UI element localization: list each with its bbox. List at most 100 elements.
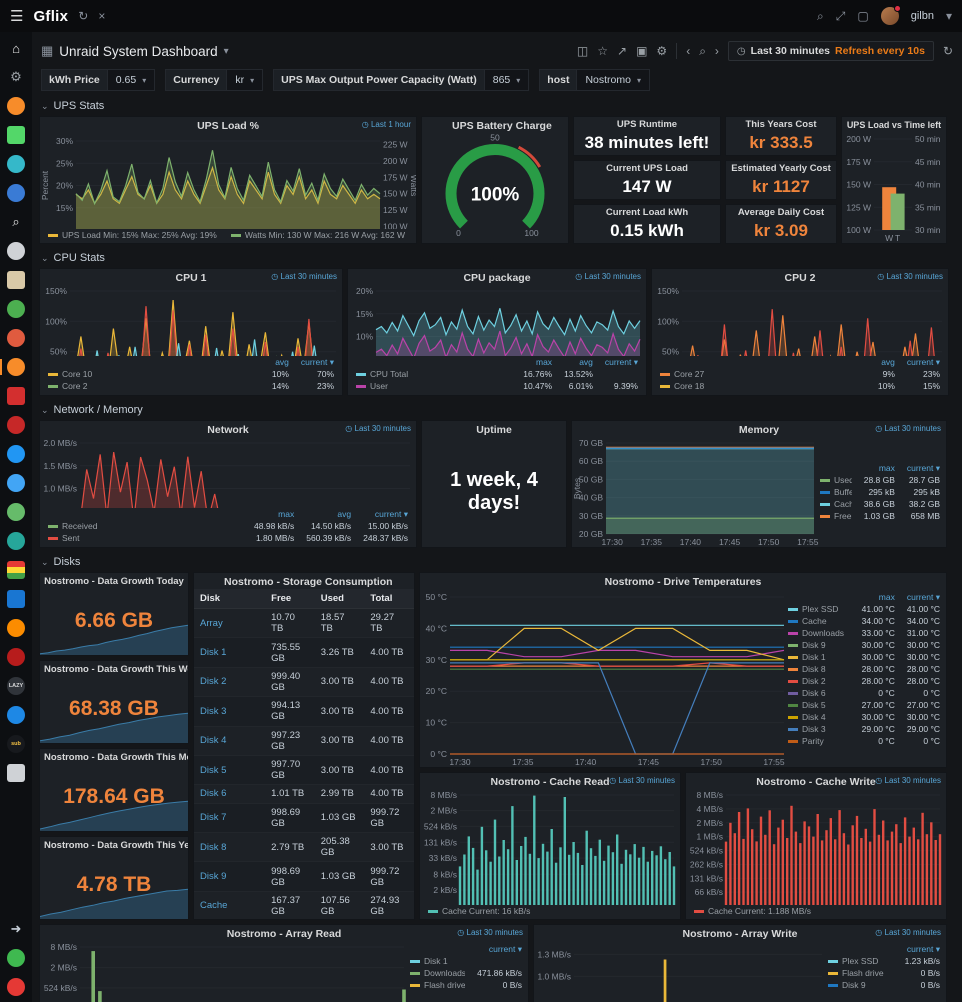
storage-disk-link[interactable]: Disk 2 [194, 667, 266, 698]
legend-item[interactable]: Plex SSD [828, 955, 893, 967]
legend-item[interactable]: Downloads [410, 967, 465, 979]
settings-gear-icon[interactable]: ⚙ [656, 44, 668, 58]
panel-title[interactable]: Nostromo - Data Growth This Month [44, 752, 188, 763]
dashboard-grid-icon[interactable]: ▦ [41, 43, 54, 58]
legend-item[interactable]: Parity [788, 735, 850, 747]
star-icon[interactable]: ☆ [597, 44, 609, 58]
cache-write-chart[interactable]: 66 kB/s 131 kB/s 262 kB/s 524 kB/s 1 MB/s 2 M… [689, 790, 945, 919]
legend-item[interactable]: Core 27 [660, 368, 866, 380]
panel-title[interactable]: Nostromo - Storage Consumption [224, 576, 393, 588]
panel-title[interactable]: Nostromo - Data Growth Today [44, 576, 184, 587]
variable-value-dropdown[interactable]: Nostromo ▾ [576, 69, 650, 91]
legend-item[interactable]: User [356, 380, 511, 392]
network-chart[interactable]: 0 B/s 500 kB/s 1.0 MB/s 1.5 MB/s 2.0 MB/s 17:… [43, 438, 411, 547]
storage-disk-link[interactable]: Disk 3 [194, 696, 266, 727]
cpu2-chart[interactable]: 50% 100% 150% 17:30 17:35 17:40 17:45 17:50 17:5… [657, 286, 945, 395]
legend-column-header[interactable]: avg [881, 357, 895, 367]
sidebar-item-app-lazy[interactable]: LAZY [7, 677, 25, 695]
storage-disk-link[interactable]: Disk 5 [194, 755, 266, 786]
legend-item[interactable]: Core 18 [660, 380, 866, 392]
dashboard-caret-icon[interactable]: ▾ [223, 45, 229, 57]
panel-title[interactable]: Average Daily Cost [737, 207, 825, 218]
panel-title[interactable]: Nostromo - Cache Write [756, 776, 876, 788]
storage-disk-link[interactable]: Array [194, 608, 266, 639]
time-range-picker[interactable]: ◷ Last 30 minutes Refresh every 10s [727, 41, 934, 61]
legend-item[interactable]: Received [48, 520, 242, 532]
storage-disk-link[interactable]: Cache [194, 891, 266, 919]
refresh-dashboard-icon[interactable]: ↻ [942, 44, 953, 58]
panel-title[interactable]: CPU package [463, 272, 531, 284]
variable-ups-max-output[interactable]: UPS Max Output Power Capacity (Watt) 865… [273, 69, 530, 91]
panel-title[interactable]: Estimated Yearly Cost [731, 163, 831, 174]
panel-title[interactable]: CPU 1 [175, 272, 207, 284]
legend-item[interactable]: Cache Current: 16 kB/s [428, 906, 530, 916]
legend-column-header[interactable]: avg [275, 357, 289, 367]
legend-item[interactable]: Disk 1 [410, 955, 465, 967]
legend-item[interactable]: Disk 9 [828, 979, 893, 991]
storage-column-header[interactable]: Used [314, 589, 365, 609]
legend-item[interactable]: Core 2 [48, 380, 260, 392]
fullscreen-icon[interactable]: ⤢ [835, 8, 846, 23]
row-header-network-memory[interactable]: ⌄ Network / Memory [39, 400, 955, 420]
sidebar-item-app-green-icon[interactable] [7, 300, 25, 318]
legend-item[interactable]: Disk 1 [788, 651, 850, 663]
sidebar-item-app-beige-icon[interactable] [7, 271, 25, 289]
ups-load-vs-time-chart[interactable]: 100 W 125 W 150 W 175 W 200 W 30 min 35 min 40 … [842, 131, 946, 243]
legend-item[interactable]: UPS Load Min: 15% Max: 25% Avg: 19% [48, 230, 217, 240]
sidebar-item-app-red-orange-icon[interactable] [7, 329, 25, 347]
legend-item[interactable]: Disk 3 [788, 723, 850, 735]
add-panel-icon[interactable]: ◫ [576, 44, 589, 58]
sidebar-item-settings[interactable]: ⚙ [10, 69, 22, 84]
legend-item[interactable]: Watts Min: 130 W Max: 216 W Avg: 162 W [230, 230, 405, 240]
sidebar-item-app-orange-flame-icon[interactable] [7, 619, 25, 637]
panel-title[interactable]: Nostromo - Data Growth This Week [44, 664, 188, 675]
share-icon[interactable]: ↗ [617, 44, 628, 58]
storage-disk-link[interactable]: Disk 9 [194, 861, 266, 892]
legend-item[interactable]: Downloads [788, 627, 850, 639]
sidebar-item-app-dark-red-icon[interactable] [7, 416, 25, 434]
cpu-package-chart[interactable]: 5% 10% 15% 20% 17:30 17:35 17:40 17:45 17:50 17:5… [355, 286, 643, 395]
sidebar-item-app-light-blue-icon[interactable] [7, 445, 25, 463]
sidebar-item-app-maroon-icon[interactable] [7, 648, 25, 666]
sidebar-item-search[interactable]: ⌕ [12, 214, 20, 229]
legend-item[interactable]: Sent [48, 532, 242, 544]
storage-table-header-row[interactable]: Disk Free Used Total [194, 589, 414, 609]
user-caret-icon[interactable]: ▾ [945, 9, 952, 23]
legend-item[interactable]: CPU Total [356, 368, 511, 380]
sidebar-item-app-stripes-icon[interactable] [7, 561, 25, 579]
panel-title[interactable]: Current Load kWh [605, 207, 689, 218]
sidebar-item-home[interactable]: ⌂ [12, 40, 20, 56]
panel-title[interactable]: UPS Load % [197, 120, 259, 132]
panel-title[interactable]: UPS Battery Charge [452, 120, 552, 132]
legend-column-header[interactable]: current ▾ [906, 592, 940, 602]
sidebar-item-app-petrol-icon[interactable] [7, 532, 25, 550]
legend-column-header[interactable]: max [878, 592, 895, 602]
time-forward-icon[interactable]: › [714, 44, 719, 58]
legend-item[interactable]: Disk 5 [788, 699, 850, 711]
legend-item[interactable]: Disk 6 [788, 687, 850, 699]
variable-host[interactable]: host Nostromo ▾ [539, 69, 650, 91]
legend-item[interactable]: Flash drive [410, 979, 465, 991]
sidebar-item-app-blue-icon[interactable] [7, 184, 25, 202]
playlist-refresh-icon[interactable]: ↻ [78, 9, 89, 23]
legend-column-header[interactable]: current ▾ [488, 944, 522, 954]
legend-column-header[interactable]: current ▾ [906, 357, 940, 367]
zoom-out-icon[interactable]: ⌕ [699, 43, 706, 58]
storage-disk-link[interactable]: Disk 8 [194, 832, 266, 863]
legend-item[interactable]: Flash drive [828, 967, 893, 979]
variable-value-dropdown[interactable]: 0.65 ▾ [106, 69, 156, 91]
ups-load-chart[interactable]: 15% 20% 25% 30% 100 W 125 W 150 W 175 W 200 W 225… [40, 133, 416, 229]
sidebar-item-app-blue-drop-2-icon[interactable] [7, 706, 25, 724]
legend-item[interactable]: Disk 2 [788, 675, 850, 687]
legend-item[interactable]: Free [820, 510, 852, 522]
time-back-icon[interactable]: ‹ [686, 44, 691, 58]
storage-column-header[interactable]: Total [364, 589, 414, 609]
drive-temperatures-chart[interactable]: 0 °C 10 °C 20 °C 30 °C 40 °C 50 °C 17:30 17:35 1… [420, 589, 788, 767]
panel-title[interactable]: Nostromo - Cache Read [490, 776, 610, 788]
legend-column-header[interactable]: current ▾ [604, 357, 638, 367]
panel-title[interactable]: Nostromo - Array Write [682, 928, 798, 940]
row-header-cpu-stats[interactable]: ⌄ CPU Stats [39, 248, 955, 268]
sidebar-item-app-sub[interactable]: sub [7, 735, 25, 753]
panel-title[interactable]: CPU 2 [784, 272, 816, 284]
